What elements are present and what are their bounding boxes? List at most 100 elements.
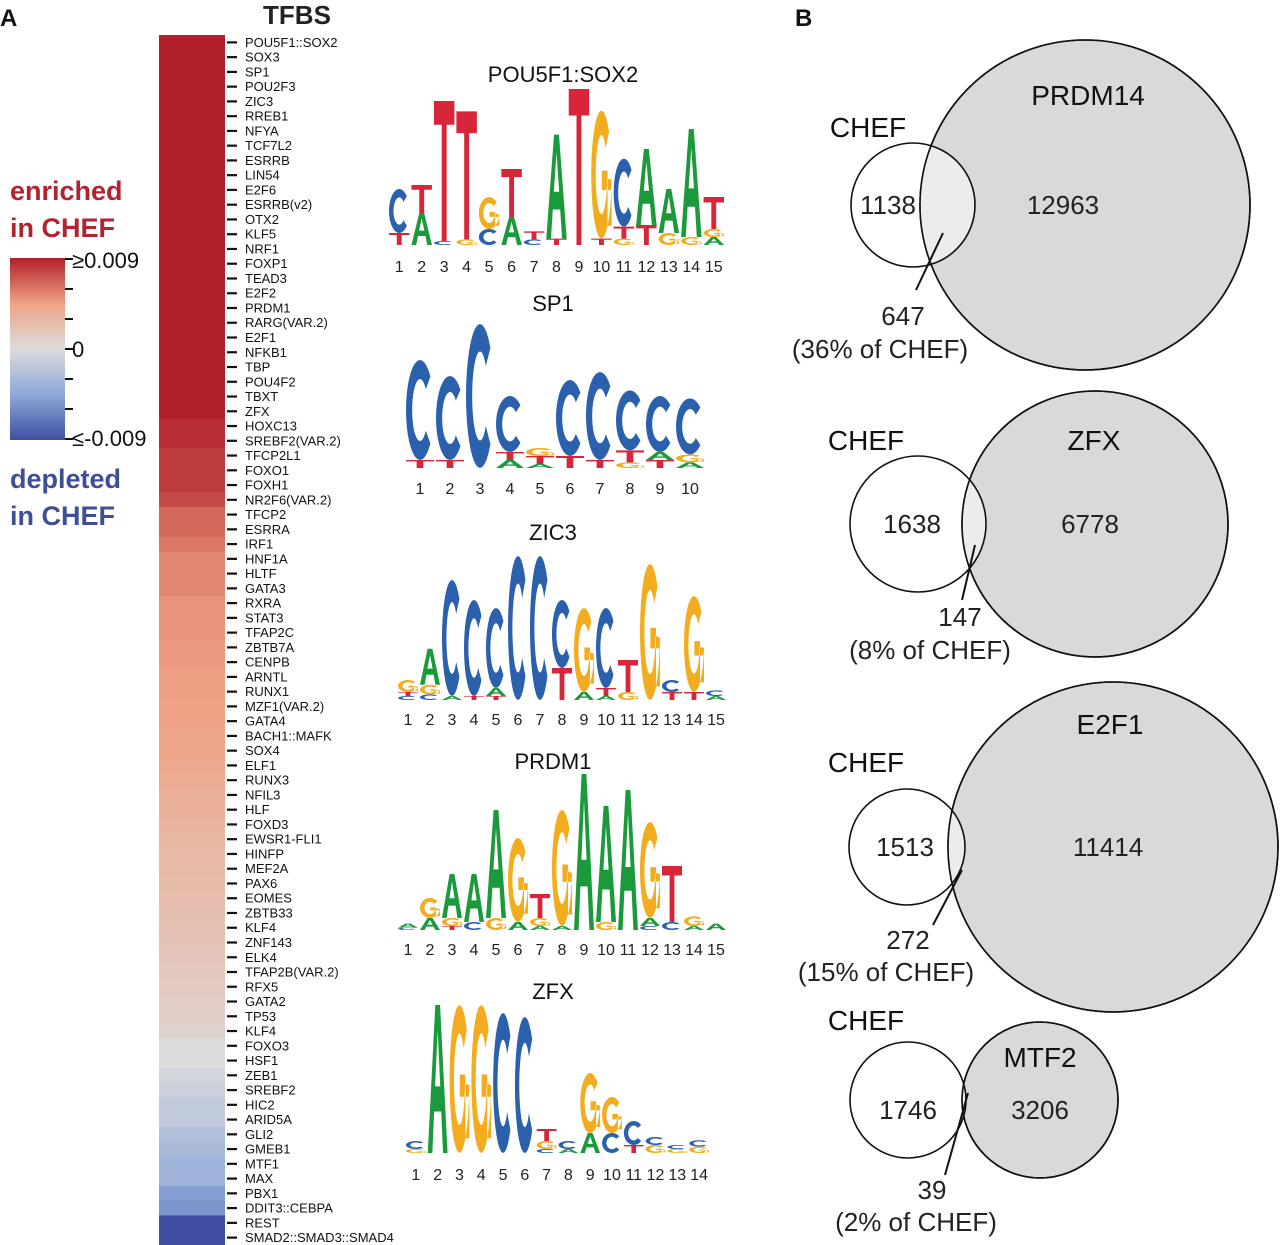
venn-right-outline: [961, 390, 1229, 658]
logo-letter-T: [398, 692, 418, 696]
logo-position-number: 5: [492, 942, 501, 959]
logo-letter-T: [442, 926, 462, 930]
row-label: KLF5: [245, 227, 276, 242]
logo-letter-A: [580, 1133, 601, 1153]
row-label: MTF1: [245, 1156, 279, 1171]
logo-letter-C: [436, 376, 461, 460]
heatmap-cell: [159, 713, 225, 730]
logo-letter-C: [552, 600, 570, 668]
heatmap-cell: [159, 669, 225, 685]
logo-position-number: 3: [448, 942, 457, 959]
heatmap-cell: [159, 640, 225, 656]
heatmap-cell: [159, 477, 225, 494]
row-label: TFAP2B(VAR.2): [245, 965, 339, 980]
heatmap-cell: [159, 876, 225, 892]
logo-letter-T: [556, 456, 584, 468]
panel-b-label: B: [795, 5, 812, 32]
logo-position-number: 12: [647, 1167, 665, 1184]
venn-left-circle: [848, 788, 966, 906]
logo-letter-G: [602, 1097, 622, 1133]
legend-depleted-line2: in CHEF: [10, 501, 115, 531]
row-label: GATA3: [245, 581, 286, 596]
logo-letter-T: [613, 226, 635, 239]
row-label: ZBTB7A: [245, 640, 294, 655]
row-label: SOX4: [245, 743, 280, 758]
logo-letter-T: [501, 169, 522, 217]
heatmap-cell: [159, 226, 225, 243]
row-label: SREBF2(VAR.2): [245, 433, 341, 448]
heatmap-cell: [159, 728, 225, 744]
logo-position-number: 8: [626, 481, 635, 498]
logo-letter-C: [406, 360, 431, 460]
logo-position-number: 4: [477, 1167, 486, 1184]
heatmap-cell: [159, 212, 225, 228]
logo-letter-A: [398, 923, 418, 928]
logo-position-number: 11: [616, 259, 633, 276]
logo-letter-G: [420, 898, 440, 918]
logo-letter-T: [411, 185, 432, 213]
logo-letter-C: [640, 926, 658, 930]
venn-right-count: 3206: [1011, 1095, 1069, 1125]
logo-position-number: 13: [663, 942, 681, 959]
logo-letter-G: [667, 1149, 688, 1153]
venn-overlap-count: 647: [881, 301, 924, 331]
logo-letter-C: [420, 694, 438, 700]
row-label: OTX2: [245, 212, 279, 227]
venn-left-count: 1746: [879, 1095, 937, 1125]
heatmap-cell: [159, 699, 225, 715]
logo-position-number: 4: [506, 481, 515, 498]
heatmap-cell: [159, 49, 225, 66]
logo-letter-A: [596, 806, 616, 922]
logo-position-number: 12: [637, 259, 655, 276]
heatmap-cell: [159, 256, 225, 272]
row-label: PRDM1: [245, 300, 291, 315]
logo-letter-T: [496, 452, 524, 460]
logo-title: SP1: [532, 291, 574, 316]
logo-letter-A: [574, 692, 594, 700]
overlap-pointer-line: [915, 232, 944, 291]
row-label: POU2F3: [245, 79, 296, 94]
venn-right-outline: [961, 1021, 1119, 1179]
row-label: TFCP2L1: [245, 448, 301, 463]
heatmap-cell: [159, 64, 225, 80]
row-label: E2F2: [245, 286, 276, 301]
venn-right-label: E2F1: [1077, 709, 1144, 740]
row-label: DDIT3::CEBPA: [245, 1201, 333, 1216]
logo-position-number: 10: [597, 712, 615, 729]
heatmap-cell: [159, 167, 225, 184]
venn-right-count: 6778: [1061, 509, 1119, 539]
logo-position-number: 5: [485, 259, 494, 276]
logo-letter-T: [636, 225, 657, 245]
heatmap-cell: [159, 153, 225, 169]
logo-letter-T: [586, 460, 614, 468]
logo-position-number: 6: [566, 481, 575, 498]
row-label: HLF: [245, 802, 270, 817]
logo-position-number: 11: [625, 1167, 642, 1184]
heatmap-cell: [159, 846, 225, 862]
logo-position-number: 4: [462, 259, 471, 276]
logo-letter-A: [486, 810, 506, 918]
row-label: RUNX3: [245, 773, 289, 788]
logo-letter-A: [464, 874, 484, 922]
logo-letter-A: [618, 790, 638, 930]
heatmap-cell: [159, 1038, 225, 1054]
heatmap-cell: [159, 610, 225, 626]
logo-letter-C: [464, 922, 482, 930]
logo-letter-T: [389, 233, 410, 245]
heatmap-cell: [159, 433, 225, 449]
row-label: HIC2: [245, 1097, 275, 1112]
heatmap-cell: [159, 241, 225, 257]
logo-letter-C: [586, 372, 611, 460]
row-label: RFX5: [245, 979, 278, 994]
logo-letter-T: [684, 692, 704, 700]
row-label: ARID5A: [245, 1112, 292, 1127]
logo-letter-C: [596, 608, 614, 688]
logo-position-number: 5: [499, 1167, 508, 1184]
row-label: ELF1: [245, 758, 276, 773]
logo-letter-G: [580, 1073, 601, 1133]
logo-letter-G: [552, 810, 572, 926]
logo-letter-C: [398, 927, 416, 930]
logo-position-number: 1: [416, 481, 425, 498]
logo-letter-C: [602, 1133, 620, 1153]
